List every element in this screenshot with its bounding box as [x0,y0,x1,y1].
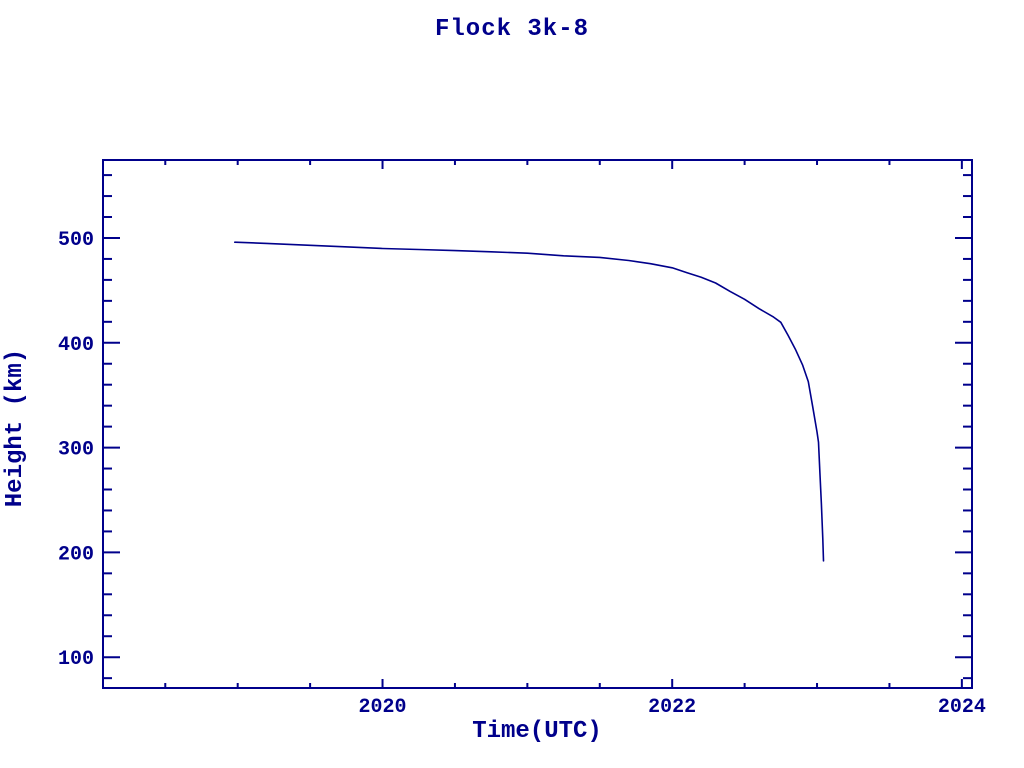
chart-title: Flock 3k-8 [434,16,590,43]
x-tick-label: 2024 [938,696,986,719]
y-tick-label: 500 [58,229,94,252]
x-tick-label: 2022 [648,696,696,719]
plot-frame [102,159,973,689]
y-tick-label: 100 [58,648,94,671]
y-tick-label: 300 [58,439,94,462]
x-axis-label: Time(UTC) [472,718,602,745]
y-tick-label: 200 [58,543,94,566]
height-decay-line [234,241,825,562]
y-tick-label: 400 [58,334,94,357]
x-tick-label: 2020 [359,696,407,719]
